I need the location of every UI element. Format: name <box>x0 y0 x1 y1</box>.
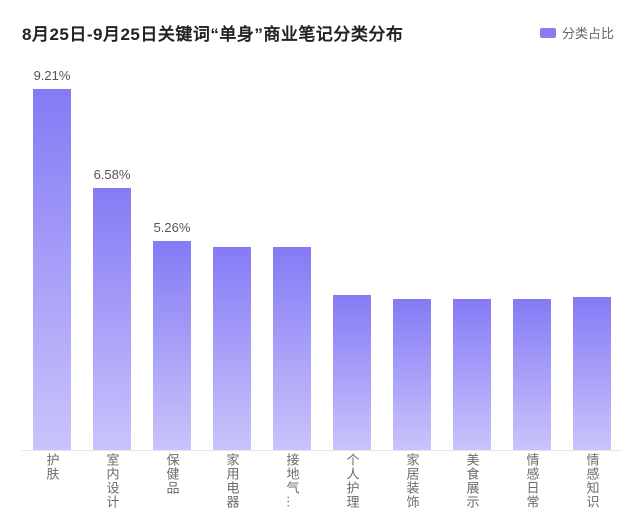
bar-slot <box>502 68 562 450</box>
chart-title: 8月25日-9月25日关键词“单身”商业笔记分类分布 <box>22 20 403 45</box>
x-label: 室内设计 <box>82 453 142 519</box>
bar-slot <box>262 68 322 450</box>
legend-label: 分类占比 <box>562 23 614 42</box>
bar-slot: 9.21% <box>22 68 82 450</box>
bar-value-label: 5.26% <box>154 220 191 235</box>
bar <box>513 299 550 450</box>
x-label: 家用电器 <box>202 453 262 519</box>
bar <box>33 89 70 450</box>
bar-slot: 6.58% <box>82 68 142 450</box>
bar <box>153 241 190 450</box>
bar-slot <box>562 68 622 450</box>
legend-swatch <box>540 28 556 38</box>
bar <box>453 299 490 450</box>
bar <box>393 299 430 450</box>
x-label: 情感日常 <box>502 453 562 519</box>
x-label: 保健品 <box>142 453 202 519</box>
x-label: 情感知识 <box>562 453 622 519</box>
bar-slot <box>382 68 442 450</box>
bar <box>93 188 130 450</box>
bar <box>333 295 370 450</box>
bar-slot <box>322 68 382 450</box>
x-label: 接地气… <box>262 453 322 519</box>
x-label: 美食展示 <box>442 453 502 519</box>
bar-slot <box>202 68 262 450</box>
bar <box>213 247 250 450</box>
legend: 分类占比 <box>540 23 614 42</box>
bars-container: 9.21% 6.58% 5.26% <box>22 68 622 451</box>
bar <box>273 247 310 450</box>
bar-slot: 5.26% <box>142 68 202 450</box>
bar-value-label: 6.58% <box>94 167 131 182</box>
x-axis: 护肤室内设计保健品家用电器接地气…个人护理家居装饰美食展示情感日常情感知识 <box>22 453 622 519</box>
bar-slot <box>442 68 502 450</box>
bar-value-label: 9.21% <box>34 68 71 83</box>
bar <box>573 297 610 450</box>
x-label: 个人护理 <box>322 453 382 519</box>
x-label: 家居装饰 <box>382 453 442 519</box>
plot-area: 9.21% 6.58% 5.26% <box>22 68 622 451</box>
x-label: 护肤 <box>22 453 82 519</box>
